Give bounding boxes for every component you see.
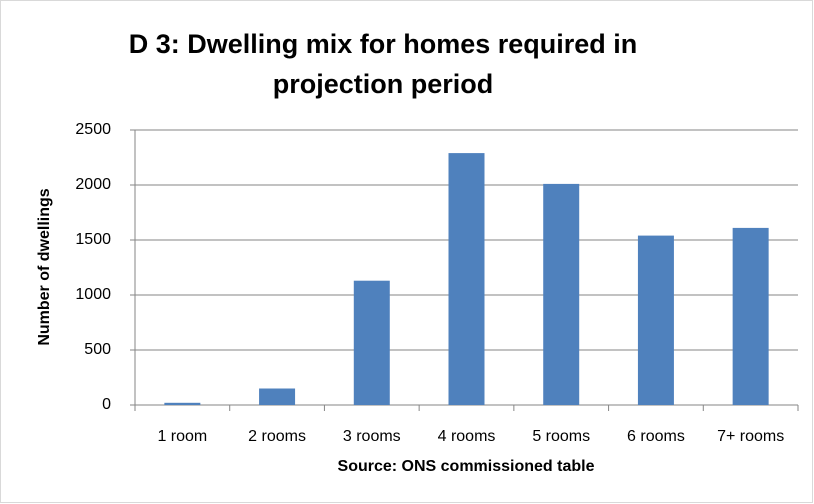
y-tick-label: 1500 [75,231,111,248]
x-tick-label: 7+ rooms [717,428,784,445]
x-tick-label: 1 room [157,428,207,445]
chart-title: D 3: Dwelling mix for homes required in … [128,29,638,99]
bar [448,153,485,405]
x-tick-label: 2 rooms [248,428,306,445]
y-axis-label: Number of dwellings [36,188,53,345]
y-tick-label: 500 [84,341,111,358]
bar [259,388,296,405]
bar [353,280,390,405]
y-tick-label: 1000 [75,286,111,303]
y-tick-label: 2500 [75,121,111,138]
x-tick-label: 3 rooms [343,428,401,445]
bar [637,235,674,405]
y-tick-label: 0 [102,396,111,413]
x-tick-label: 6 rooms [627,428,685,445]
x-tick-label: 5 rooms [532,428,590,445]
bar [543,183,580,405]
x-tick-label: 4 rooms [438,428,496,445]
bar [164,402,201,405]
bar [732,227,769,405]
y-tick-label: 2000 [75,176,111,193]
x-axis-label: Source: ONS commissioned table [338,458,595,475]
